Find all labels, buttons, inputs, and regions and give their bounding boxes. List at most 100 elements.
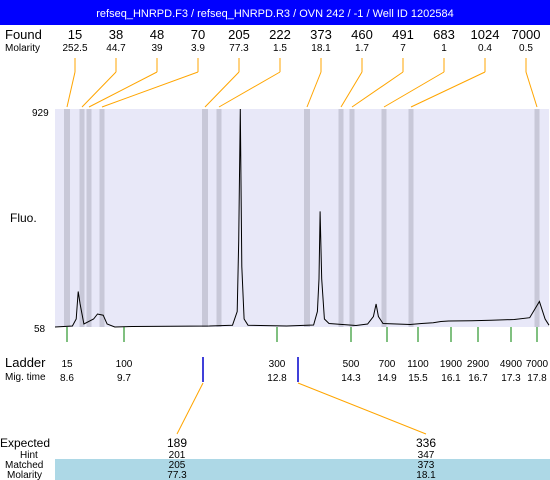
found-size-label: 70 (191, 27, 205, 42)
expected-molarity-value: 18.1 (416, 470, 436, 480)
ladder-size-label: 1100 (407, 359, 429, 370)
peak-band (64, 109, 70, 327)
found-connector (66, 71, 76, 108)
expected-connector (176, 382, 204, 435)
hint-value: 201 (169, 450, 186, 461)
matched-row-bg (55, 459, 550, 480)
ladder-size-label: 1900 (440, 359, 463, 370)
peak-band (202, 109, 208, 327)
ladder-size-label: 700 (379, 359, 396, 370)
found-size-label: 222 (269, 27, 291, 42)
peak-band (99, 109, 105, 327)
found-molarity-label: 0.5 (519, 43, 533, 54)
found-connector (81, 71, 117, 108)
peak-band (534, 109, 540, 327)
ladder-size-label: 500 (343, 359, 360, 370)
fluorescence-trace (54, 108, 550, 328)
y-min-tick-label: 58 (34, 324, 46, 335)
ladder-mig-time-label: 14.3 (341, 373, 361, 384)
found-size-label: 38 (109, 27, 123, 42)
expected-size-value: 336 (416, 436, 436, 450)
ladder-size-label: 300 (269, 359, 286, 370)
found-size-label: 48 (150, 27, 164, 42)
ladder-mig-time-label: 8.6 (60, 373, 74, 384)
found-size-label: 491 (392, 27, 414, 42)
ladder-mig-time-label: 17.3 (501, 373, 521, 384)
found-molarity-label: 39 (151, 43, 163, 54)
ladder-size-label: 7000 (526, 359, 549, 370)
found-connector (525, 71, 538, 108)
found-connector (340, 71, 363, 108)
ladder-size-label: 100 (116, 359, 133, 370)
peak-band (338, 109, 344, 327)
peak-bands (64, 109, 540, 327)
found-size-label: 15 (68, 27, 82, 42)
y-axis-label: Fluo. (10, 211, 37, 225)
hint-label: Hint (20, 450, 38, 461)
ladder-label: Ladder (5, 355, 46, 370)
found-size-label: 1024 (471, 27, 500, 42)
peak-band (381, 109, 387, 327)
found-molarity-label: 1.7 (355, 43, 369, 54)
expected-markers (176, 357, 427, 435)
peak-band (216, 109, 222, 327)
found-molarity-label: 3.9 (191, 43, 205, 54)
ladder-mig-time-label: 15.5 (408, 373, 428, 384)
found-size-label: 7000 (512, 27, 541, 42)
expected-molarity-value: 77.3 (167, 470, 187, 480)
found-size-label: 373 (310, 27, 332, 42)
found-label: Found (5, 27, 42, 42)
peak-band (304, 109, 310, 327)
ladder-markers: 15 8.6 100 9.7 300 12.8 500 14.3 700 14.9 1100 15.5… (60, 327, 549, 384)
ladder-size-label: 15 (61, 359, 73, 370)
bottom-molarity-label: Molarity (7, 470, 42, 480)
found-molarity-label: 0.4 (478, 43, 492, 54)
hint-value: 347 (418, 450, 435, 461)
ladder-mig-time-label: 9.7 (117, 373, 131, 384)
found-size-label: 460 (351, 27, 373, 42)
found-molarity-label: 18.1 (311, 43, 331, 54)
mig-time-label: Mig. time (5, 372, 46, 383)
found-molarity-label: 44.7 (106, 43, 126, 54)
peak-band (79, 109, 85, 327)
ladder-mig-time-label: 16.7 (468, 373, 488, 384)
plot-area (55, 109, 549, 327)
expected-connector (297, 382, 427, 435)
found-molarity-label: 1.5 (273, 43, 287, 54)
matched-value: 373 (418, 460, 435, 471)
peak-band (408, 109, 414, 327)
found-connector (101, 71, 199, 108)
found-connector (204, 71, 240, 108)
molarity-label: Molarity (5, 43, 40, 54)
chart-title: refseq_HNRPD.F3 / refseq_HNRPD.R3 / OVN … (96, 8, 453, 20)
found-molarity-label: 252.5 (62, 43, 87, 54)
found-molarity-label: 1 (441, 43, 447, 54)
found-connector (383, 71, 445, 108)
found-connector (351, 71, 404, 108)
found-size-label: 683 (433, 27, 455, 42)
found-molarity-label: 7 (400, 43, 406, 54)
y-max-tick-label: 929 (32, 108, 49, 119)
expected-size-value: 189 (167, 436, 187, 450)
found-connector (218, 71, 281, 108)
expected-label: Expected (0, 436, 50, 450)
found-connector (88, 71, 158, 108)
found-connector (410, 71, 486, 108)
ladder-size-label: 4900 (500, 359, 523, 370)
found-connector (306, 71, 322, 108)
ladder-size-label: 2900 (467, 359, 490, 370)
ladder-mig-time-label: 16.1 (441, 373, 461, 384)
matched-label: Matched (5, 460, 43, 471)
found-molarity-label: 77.3 (229, 43, 249, 54)
ladder-mig-time-label: 12.8 (267, 373, 287, 384)
peak-band (349, 109, 355, 327)
found-size-label: 205 (228, 27, 250, 42)
found-connectors (66, 58, 538, 108)
ladder-mig-time-label: 14.9 (377, 373, 397, 384)
peak-band (86, 109, 92, 327)
ladder-mig-time-label: 17.8 (527, 373, 547, 384)
header-bar (0, 0, 550, 25)
